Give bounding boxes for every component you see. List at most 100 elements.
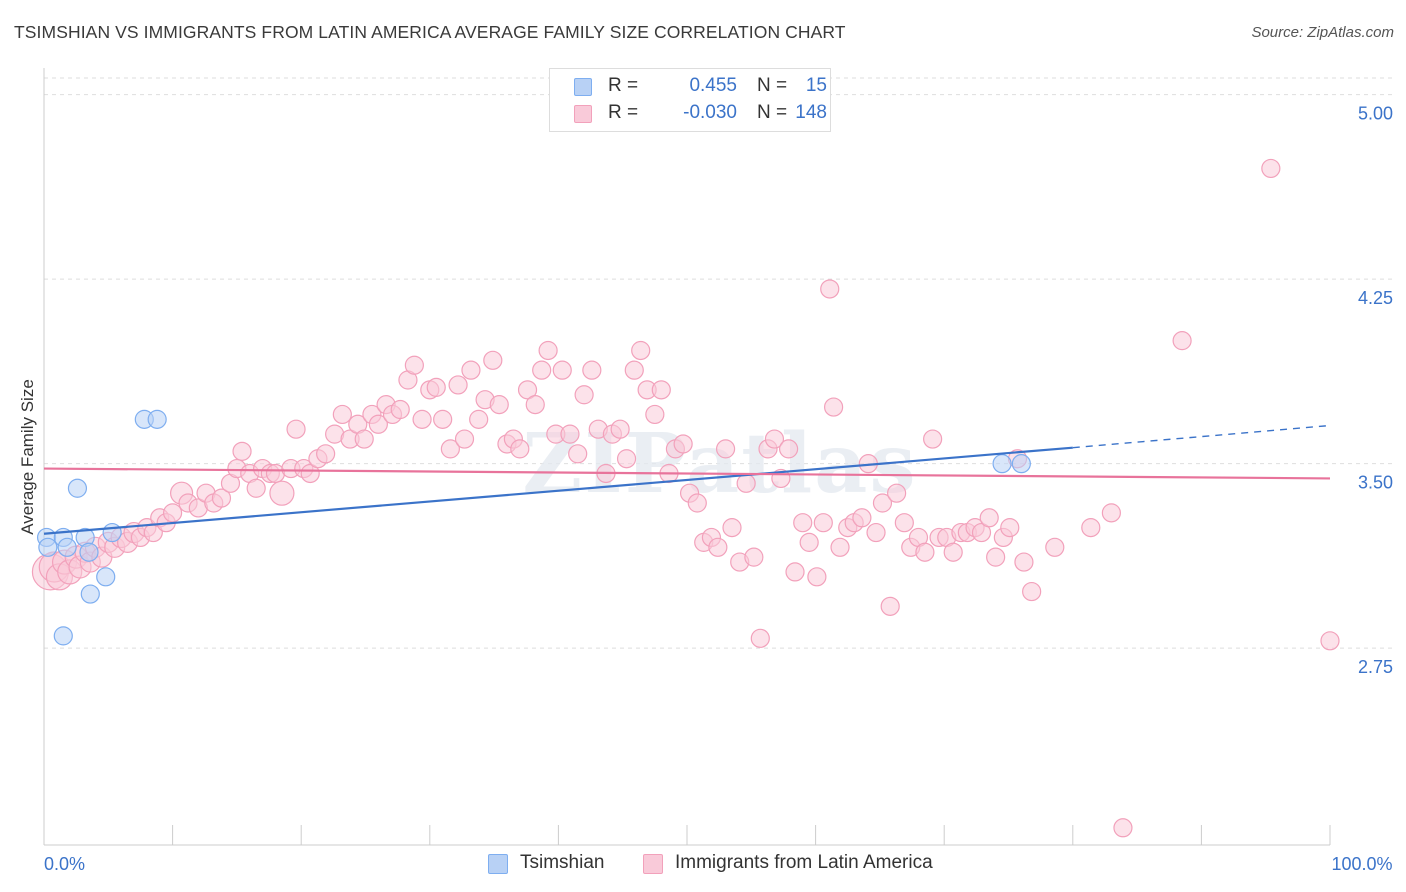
y-tick-label-3: 5.00 — [1358, 104, 1393, 124]
chart-title: TSIMSHIAN VS IMMIGRANTS FROM LATIN AMERI… — [14, 22, 846, 42]
latin-point-92 — [673, 434, 693, 454]
latin-point-30 — [232, 441, 252, 461]
legend-r-value: 0.455 — [689, 75, 737, 96]
legend-r-label: R = — [608, 75, 639, 96]
latin-point-99 — [722, 518, 742, 538]
latin-point-60 — [448, 375, 468, 395]
latin-point-112 — [813, 513, 833, 533]
series-latin-points — [31, 158, 1340, 838]
latin-trend-line — [43, 467, 1331, 480]
watermark: ZIPatlas — [522, 416, 917, 512]
y-axis-title: Average Family Size — [18, 379, 37, 535]
latin-point-66 — [489, 395, 509, 415]
latin-point-98 — [715, 439, 736, 459]
latin-point-97 — [708, 537, 728, 557]
latin-point-52 — [390, 399, 410, 420]
latin-point-102 — [744, 547, 764, 567]
latin-point-146 — [1172, 331, 1192, 351]
latin-point-42 — [316, 444, 336, 464]
latin-point-47 — [354, 429, 374, 449]
latin-point-21 — [163, 503, 183, 523]
latin-point-76 — [560, 424, 580, 444]
latin-point-49 — [368, 414, 388, 434]
latin-point-88 — [645, 404, 665, 425]
latin-point-111 — [807, 567, 827, 587]
latin-point-113 — [820, 279, 840, 299]
latin-point-78 — [574, 385, 594, 405]
latin-point-61 — [454, 429, 475, 449]
bottom-legend-label-latin: Immigrants from Latin America — [675, 852, 933, 873]
latin-point-101 — [736, 473, 756, 493]
latin-point-59 — [440, 439, 460, 459]
latin-point-123 — [887, 483, 907, 503]
latin-point-127 — [915, 542, 935, 562]
latin-point-44 — [332, 404, 352, 425]
tsimshian-point-9 — [80, 584, 100, 604]
tsimshian-point-6 — [79, 542, 99, 562]
chart-source: Source: ZipAtlas.com — [1251, 24, 1394, 41]
latin-point-71 — [525, 395, 545, 415]
tsimshian-point-4 — [67, 478, 88, 498]
latin-point-84 — [616, 449, 637, 469]
legend-n-label: N = — [757, 102, 788, 123]
tsimshian-point-14 — [1011, 454, 1031, 474]
latin-point-136 — [979, 508, 999, 528]
latin-point-107 — [778, 439, 799, 459]
latin-point-128 — [923, 429, 943, 449]
latin-point-73 — [538, 340, 558, 361]
latin-point-75 — [552, 360, 572, 380]
y-tick-label-1: 3.50 — [1358, 473, 1393, 493]
legend-swatch-latin — [574, 105, 592, 123]
latin-point-144 — [1081, 518, 1101, 538]
stats-legend: R = 0.455 N = 15 R = -0.030 N = 148 — [549, 68, 831, 132]
legend-n-value: 148 — [795, 102, 827, 123]
gridlines — [44, 77, 1392, 649]
latin-point-147 — [1261, 158, 1281, 179]
latin-point-85 — [624, 360, 644, 380]
latin-point-143 — [1045, 537, 1065, 557]
latin-point-118 — [852, 508, 872, 528]
tsimshian-point-8 — [102, 522, 122, 543]
x-tick-label-0: 0.0% — [44, 854, 85, 874]
tsimshian-trend-line — [43, 446, 1073, 535]
latin-point-32 — [246, 478, 266, 498]
latin-point-63 — [469, 409, 489, 429]
tsimshian-point-10 — [53, 626, 73, 646]
latin-point-70 — [517, 380, 538, 400]
bottom-legend-swatch-tsimshian — [488, 854, 508, 874]
latin-point-115 — [830, 537, 850, 557]
latin-point-109 — [793, 513, 813, 533]
bottom-legend-swatch-latin — [643, 854, 663, 874]
latin-point-121 — [872, 493, 893, 513]
tsimshian-point-13 — [992, 454, 1012, 474]
latin-point-83 — [610, 419, 630, 439]
latin-point-108 — [785, 562, 805, 582]
latin-point-149 — [1113, 818, 1133, 838]
latin-point-89 — [651, 380, 671, 400]
latin-point-36 — [269, 480, 295, 506]
latin-point-139 — [1000, 518, 1020, 538]
bottom-legend-label-tsimshian: Tsimshian — [520, 852, 605, 873]
tsimshian-trend-extension — [1072, 424, 1331, 449]
legend-n-value: 15 — [805, 75, 827, 96]
latin-point-141 — [1014, 552, 1034, 572]
trend-lines — [43, 424, 1331, 535]
latin-point-122 — [880, 596, 900, 616]
tsimshian-point-3 — [57, 537, 77, 557]
latin-point-114 — [824, 397, 844, 417]
latin-point-148 — [1320, 631, 1340, 651]
latin-point-27 — [211, 488, 232, 508]
tsimshian-point-1 — [38, 537, 58, 557]
latin-point-142 — [1022, 581, 1042, 602]
latin-point-58 — [433, 409, 453, 429]
latin-point-94 — [687, 493, 707, 513]
latin-point-131 — [943, 542, 963, 562]
latin-point-54 — [404, 355, 424, 375]
tick-labels: 2.75 3.50 4.25 5.00 0.0% 100.0% — [44, 104, 1393, 874]
latin-point-103 — [750, 628, 770, 648]
latin-point-145 — [1101, 503, 1121, 523]
latin-point-62 — [461, 360, 481, 380]
latin-point-120 — [866, 522, 886, 543]
latin-point-137 — [986, 547, 1006, 567]
